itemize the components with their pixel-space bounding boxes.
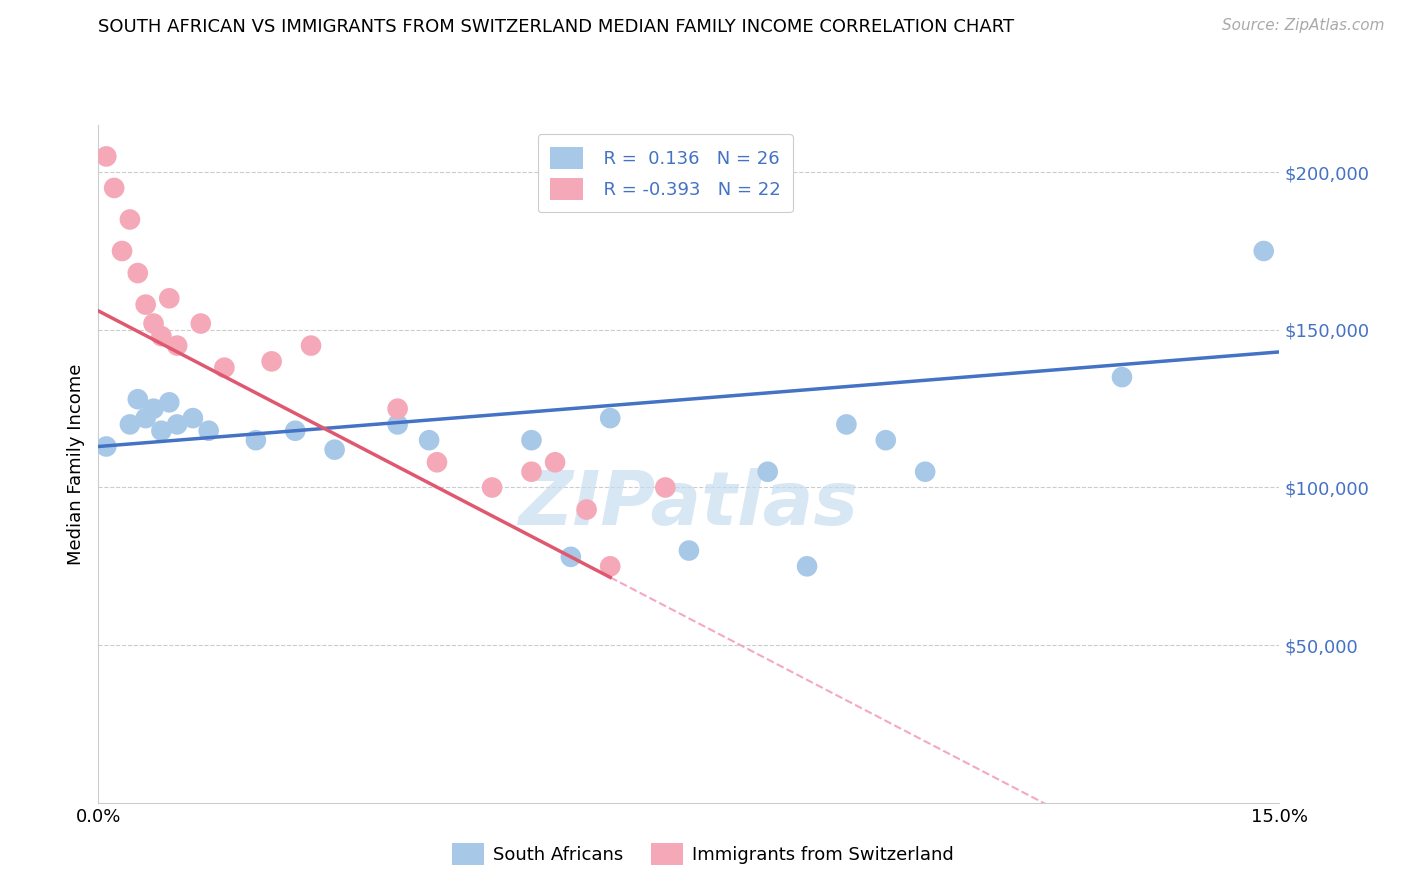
- Point: [387, 401, 409, 416]
- Point: [756, 465, 779, 479]
- Point: [96, 440, 118, 454]
- Point: [544, 455, 567, 469]
- Point: [181, 411, 204, 425]
- Point: [166, 338, 188, 352]
- Point: [118, 212, 141, 227]
- Point: [323, 442, 346, 457]
- Point: [426, 455, 449, 469]
- Point: [96, 149, 118, 163]
- Point: [678, 543, 700, 558]
- Point: [284, 424, 307, 438]
- Point: [654, 481, 676, 495]
- Point: [835, 417, 858, 432]
- Point: [418, 433, 440, 447]
- Point: [575, 502, 598, 516]
- Point: [103, 181, 125, 195]
- Point: [560, 549, 582, 564]
- Point: [520, 433, 543, 447]
- Point: [245, 433, 267, 447]
- Point: [166, 417, 188, 432]
- Point: [875, 433, 897, 447]
- Point: [118, 417, 141, 432]
- Legend:   R =  0.136   N = 26,   R = -0.393   N = 22: R = 0.136 N = 26, R = -0.393 N = 22: [537, 134, 793, 212]
- Point: [599, 411, 621, 425]
- Y-axis label: Median Family Income: Median Family Income: [66, 363, 84, 565]
- Point: [299, 338, 322, 352]
- Text: ZIPatlas: ZIPatlas: [519, 468, 859, 541]
- Point: [111, 244, 134, 258]
- Point: [142, 317, 165, 331]
- Point: [135, 297, 157, 311]
- Point: [127, 392, 149, 407]
- Point: [796, 559, 818, 574]
- Point: [914, 465, 936, 479]
- Point: [214, 360, 236, 375]
- Point: [157, 291, 180, 305]
- Text: SOUTH AFRICAN VS IMMIGRANTS FROM SWITZERLAND MEDIAN FAMILY INCOME CORRELATION CH: SOUTH AFRICAN VS IMMIGRANTS FROM SWITZER…: [98, 18, 1015, 36]
- Point: [599, 559, 621, 574]
- Point: [150, 329, 173, 343]
- Point: [190, 317, 212, 331]
- Point: [520, 465, 543, 479]
- Point: [260, 354, 283, 368]
- Point: [1253, 244, 1275, 258]
- Point: [197, 424, 219, 438]
- Point: [142, 401, 165, 416]
- Point: [150, 424, 173, 438]
- Point: [387, 417, 409, 432]
- Legend: South Africans, Immigrants from Switzerland: South Africans, Immigrants from Switzerl…: [443, 834, 963, 874]
- Point: [135, 411, 157, 425]
- Point: [127, 266, 149, 280]
- Point: [157, 395, 180, 409]
- Point: [481, 481, 503, 495]
- Point: [1111, 370, 1133, 384]
- Text: Source: ZipAtlas.com: Source: ZipAtlas.com: [1222, 18, 1385, 33]
